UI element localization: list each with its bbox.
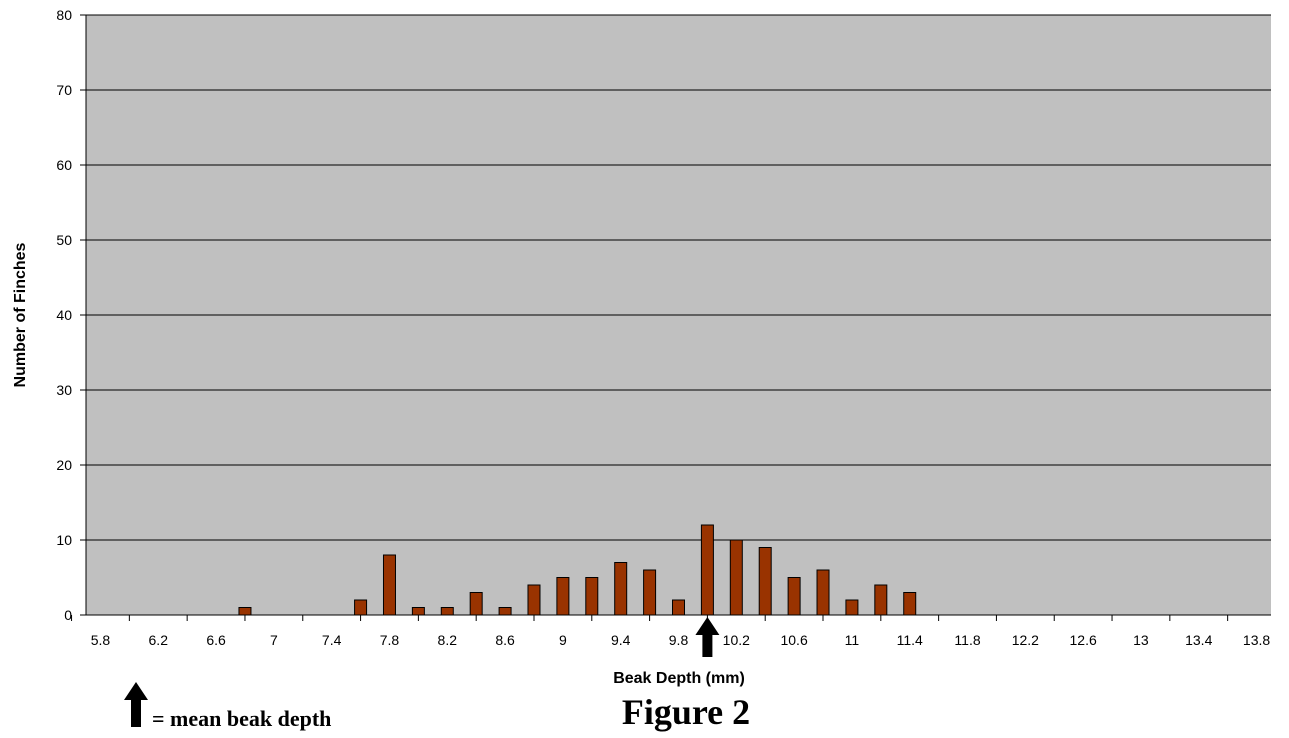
x-tick-label: 9.4: [611, 632, 631, 648]
bar: [816, 569, 830, 616]
bar: [469, 592, 483, 616]
bar: [354, 599, 368, 616]
x-tick-label: 6.2: [149, 632, 169, 648]
y-tick-label: 30: [56, 382, 72, 398]
x-tick-label: 11.8: [954, 632, 980, 648]
bars: [238, 524, 917, 616]
y-tick-label: 70: [56, 82, 72, 98]
x-axis-ticks: 5.8 6.2 6.6 7 7.4 7.8 8.2 8.6 9 9.4 9.8 10.2 10.6 11 1…: [71, 615, 1270, 648]
bar: [440, 607, 454, 616]
bar: [411, 607, 425, 616]
bar: [643, 569, 657, 616]
x-tick-label: 11: [845, 632, 860, 648]
y-tick-label: 60: [56, 157, 72, 173]
y-tick-label: 80: [56, 7, 72, 23]
bar: [614, 562, 628, 616]
bar: [845, 599, 859, 616]
mean-arrow-shape: [695, 617, 720, 657]
bar: [729, 539, 743, 616]
y-tick-label: 20: [56, 457, 72, 473]
legend: = mean beak depth: [124, 682, 331, 731]
gridlines: [86, 14, 1271, 541]
x-tick-label: 9: [559, 632, 567, 648]
bar: [238, 607, 252, 616]
bar: [787, 577, 801, 616]
x-axis-title: Beak Depth (mm): [613, 670, 745, 687]
bar: [903, 592, 917, 616]
x-tick-label: 6.6: [206, 632, 226, 648]
legend-text: = mean beak depth: [152, 706, 331, 731]
x-tick-label: 10.2: [723, 632, 750, 648]
y-tick-label: 0: [64, 607, 72, 623]
bar: [874, 584, 888, 616]
bar: [758, 547, 772, 616]
up-arrow-icon: [124, 682, 148, 727]
x-tick-label: 5.8: [91, 632, 111, 648]
y-axis-ticks: 0 10 20 30 40 50 60 70 80: [56, 7, 86, 623]
bar: [556, 577, 570, 616]
x-tick-label: 10.6: [780, 632, 807, 648]
x-tick-label: 7.8: [380, 632, 400, 648]
y-tick-label: 50: [56, 232, 72, 248]
y-axis-title: Number of Finches: [12, 242, 29, 387]
bar: [700, 524, 714, 616]
x-tick-label: 7: [270, 632, 278, 648]
bar: [498, 607, 512, 616]
x-tick-label: 8.2: [438, 632, 458, 648]
x-tick-label: 11.4: [897, 632, 923, 648]
bar: [585, 577, 599, 616]
x-tick-label: 9.8: [669, 632, 689, 648]
x-tick-label: 7.4: [322, 632, 342, 648]
x-tick-label: 12.2: [1012, 632, 1039, 648]
x-tick-label: 12.6: [1070, 632, 1097, 648]
bar: [527, 584, 541, 616]
y-tick-label: 10: [56, 532, 72, 548]
mean-arrow-icon: [695, 617, 720, 657]
y-tick-label: 40: [56, 307, 72, 323]
x-tick-label: 13.4: [1185, 632, 1212, 648]
figure-title: Figure 2: [622, 692, 750, 732]
x-tick-label: 8.6: [495, 632, 515, 648]
bar: [672, 599, 685, 616]
x-tick-label: 13: [1133, 632, 1149, 648]
x-tick-label: 13.8: [1243, 632, 1270, 648]
bar: [382, 554, 396, 616]
